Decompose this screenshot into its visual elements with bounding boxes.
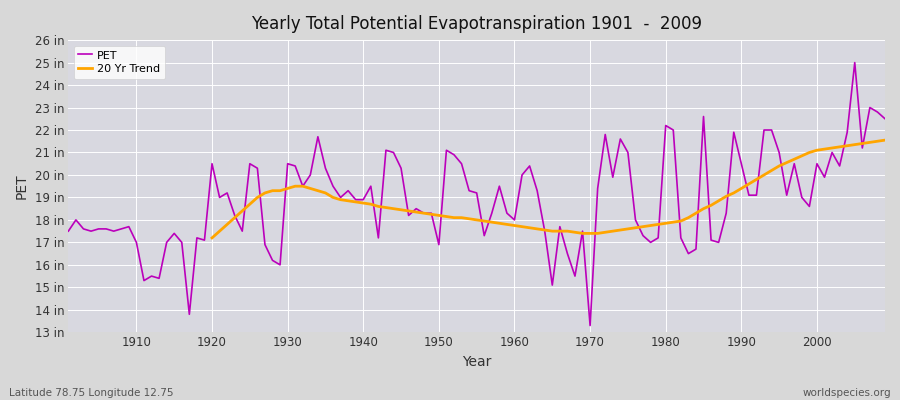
PET (850, 60, 860, 65)
Text: worldspecies.org: worldspecies.org (803, 388, 891, 398)
20 Yr Trend (675, 219, 686, 224)
20 Yr Trend (297, 184, 308, 188)
20 Yr Trend (850, 142, 860, 147)
X-axis label: Year: Year (462, 355, 491, 369)
Line: PET: PET (68, 62, 885, 326)
PET (501, 211, 512, 216)
20 Yr Trend (781, 160, 792, 165)
Y-axis label: PET: PET (15, 173, 29, 199)
20 Yr Trend (879, 138, 890, 142)
20 Yr Trend (207, 236, 218, 240)
Legend: PET, 20 Yr Trend: PET, 20 Yr Trend (74, 46, 165, 79)
PET (290, 164, 301, 168)
20 Yr Trend (410, 210, 421, 214)
PET (879, 116, 890, 121)
Text: Latitude 78.75 Longitude 12.75: Latitude 78.75 Longitude 12.75 (9, 388, 174, 398)
PET (509, 218, 520, 222)
PET (335, 195, 346, 200)
PET (123, 224, 134, 229)
20 Yr Trend (766, 168, 777, 173)
Line: 20 Yr Trend: 20 Yr Trend (212, 140, 885, 238)
PET (63, 229, 74, 234)
Title: Yearly Total Potential Evapotranspiration 1901  -  2009: Yearly Total Potential Evapotranspiratio… (251, 15, 702, 33)
PET (585, 323, 596, 328)
PET (608, 175, 618, 180)
